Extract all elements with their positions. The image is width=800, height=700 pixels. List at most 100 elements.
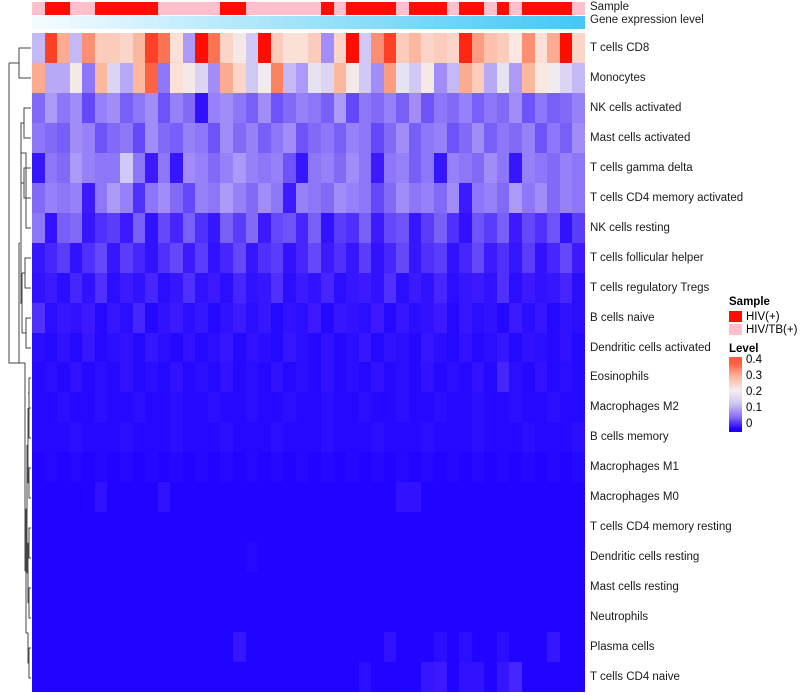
heatmap-cell	[145, 332, 158, 363]
heatmap-cell	[69, 122, 83, 153]
heatmap-cell	[157, 122, 171, 153]
heatmap-cell	[396, 632, 409, 663]
heatmap-cell	[509, 152, 522, 183]
heatmap-cell	[220, 452, 233, 483]
heatmap-cell	[94, 182, 108, 213]
heatmap-cell	[459, 122, 472, 153]
heatmap-cell	[220, 512, 233, 543]
heatmap-row-labels: T cells CD8 Monocytes NK cells activated Ma…	[590, 33, 743, 692]
heatmap-cell	[82, 632, 95, 663]
heatmap-cell	[383, 302, 397, 333]
heatmap-cell	[220, 542, 233, 573]
heatmap-cell	[383, 662, 397, 692]
heatmap-cell	[182, 362, 196, 393]
heatmap-cell	[408, 512, 422, 543]
heatmap-cell	[32, 602, 45, 633]
heatmap-cell	[320, 152, 334, 183]
heatmap-cell	[534, 602, 548, 633]
sample-annotation-cell	[220, 2, 233, 15]
gene-expression-annotation-cell	[547, 16, 560, 29]
heatmap-grid	[32, 33, 585, 692]
heatmap-cell	[471, 482, 485, 513]
heatmap-cell	[245, 452, 259, 483]
heatmap-cell	[32, 332, 45, 363]
heatmap-cell	[346, 422, 359, 453]
heatmap-cell	[195, 122, 208, 153]
heatmap-cell	[69, 92, 83, 123]
heatmap-cell	[170, 272, 183, 303]
heatmap-cell	[245, 572, 259, 603]
heatmap-cell	[132, 482, 146, 513]
heatmap-cell	[170, 572, 183, 603]
heatmap-cell	[434, 182, 447, 213]
heatmap-cell	[509, 362, 522, 393]
heatmap-cell	[283, 542, 296, 573]
heatmap-row	[32, 452, 585, 483]
sample-annotation-cell	[446, 2, 460, 15]
heatmap-cell	[69, 512, 83, 543]
heatmap-cell	[371, 62, 384, 93]
heatmap-cell	[82, 272, 95, 303]
heatmap-cell	[195, 482, 208, 513]
heatmap-cell	[459, 542, 472, 573]
heatmap-cell	[220, 572, 233, 603]
heatmap-cell	[408, 662, 422, 692]
sample-annotation-cell	[132, 2, 146, 15]
heatmap-cell	[320, 212, 334, 243]
heatmap-cell	[182, 392, 196, 423]
heatmap-cell	[346, 362, 359, 393]
heatmap-cell	[333, 662, 347, 692]
heatmap-cell	[459, 182, 472, 213]
heatmap-cell	[119, 182, 133, 213]
heatmap-cell	[308, 152, 321, 183]
heatmap-cell	[270, 182, 284, 213]
heatmap-cell	[119, 362, 133, 393]
heatmap-cell	[44, 452, 58, 483]
heatmap-cell	[408, 362, 422, 393]
heatmap-cell	[69, 242, 83, 273]
heatmap-cell	[270, 332, 284, 363]
heatmap-cell	[396, 662, 409, 692]
heatmap-cell	[220, 242, 233, 273]
heatmap-cell	[233, 33, 246, 63]
heatmap-row	[32, 602, 585, 633]
heatmap-cell	[170, 452, 183, 483]
heatmap-cell	[220, 272, 233, 303]
heatmap-cell	[195, 452, 208, 483]
heatmap-cell	[94, 512, 108, 543]
heatmap-cell	[220, 392, 233, 423]
heatmap-cell	[383, 542, 397, 573]
heatmap-cell	[559, 242, 573, 273]
heatmap-cell	[157, 152, 171, 183]
heatmap-cell	[358, 182, 372, 213]
heatmap-cell	[396, 212, 409, 243]
heatmap-cell	[182, 302, 196, 333]
heatmap-cell	[94, 662, 108, 692]
heatmap-cell	[371, 512, 384, 543]
heatmap-cell	[371, 302, 384, 333]
heatmap-cell	[434, 272, 447, 303]
heatmap-cell	[245, 92, 259, 123]
heatmap-cell	[195, 662, 208, 692]
heatmap-cell	[333, 212, 347, 243]
heatmap-cell	[94, 242, 108, 273]
heatmap-cell	[170, 302, 183, 333]
heatmap-cell	[383, 632, 397, 663]
heatmap-cell	[245, 272, 259, 303]
heatmap-cell	[157, 33, 171, 63]
heatmap-cell	[333, 422, 347, 453]
gene-expression-annotation-cell	[94, 16, 108, 29]
heatmap-cell	[572, 152, 585, 183]
heatmap-cell	[295, 62, 309, 93]
heatmap-cell	[320, 272, 334, 303]
heatmap-cell	[547, 122, 560, 153]
heatmap-row	[32, 572, 585, 603]
heatmap-cell	[220, 122, 233, 153]
heatmap-row-label: NK cells resting	[590, 221, 670, 234]
heatmap-cell	[57, 33, 70, 63]
heatmap-cell	[434, 542, 447, 573]
heatmap-cell	[434, 632, 447, 663]
heatmap-cell	[396, 92, 409, 123]
heatmap-cell	[195, 632, 208, 663]
heatmap-cell	[346, 272, 359, 303]
